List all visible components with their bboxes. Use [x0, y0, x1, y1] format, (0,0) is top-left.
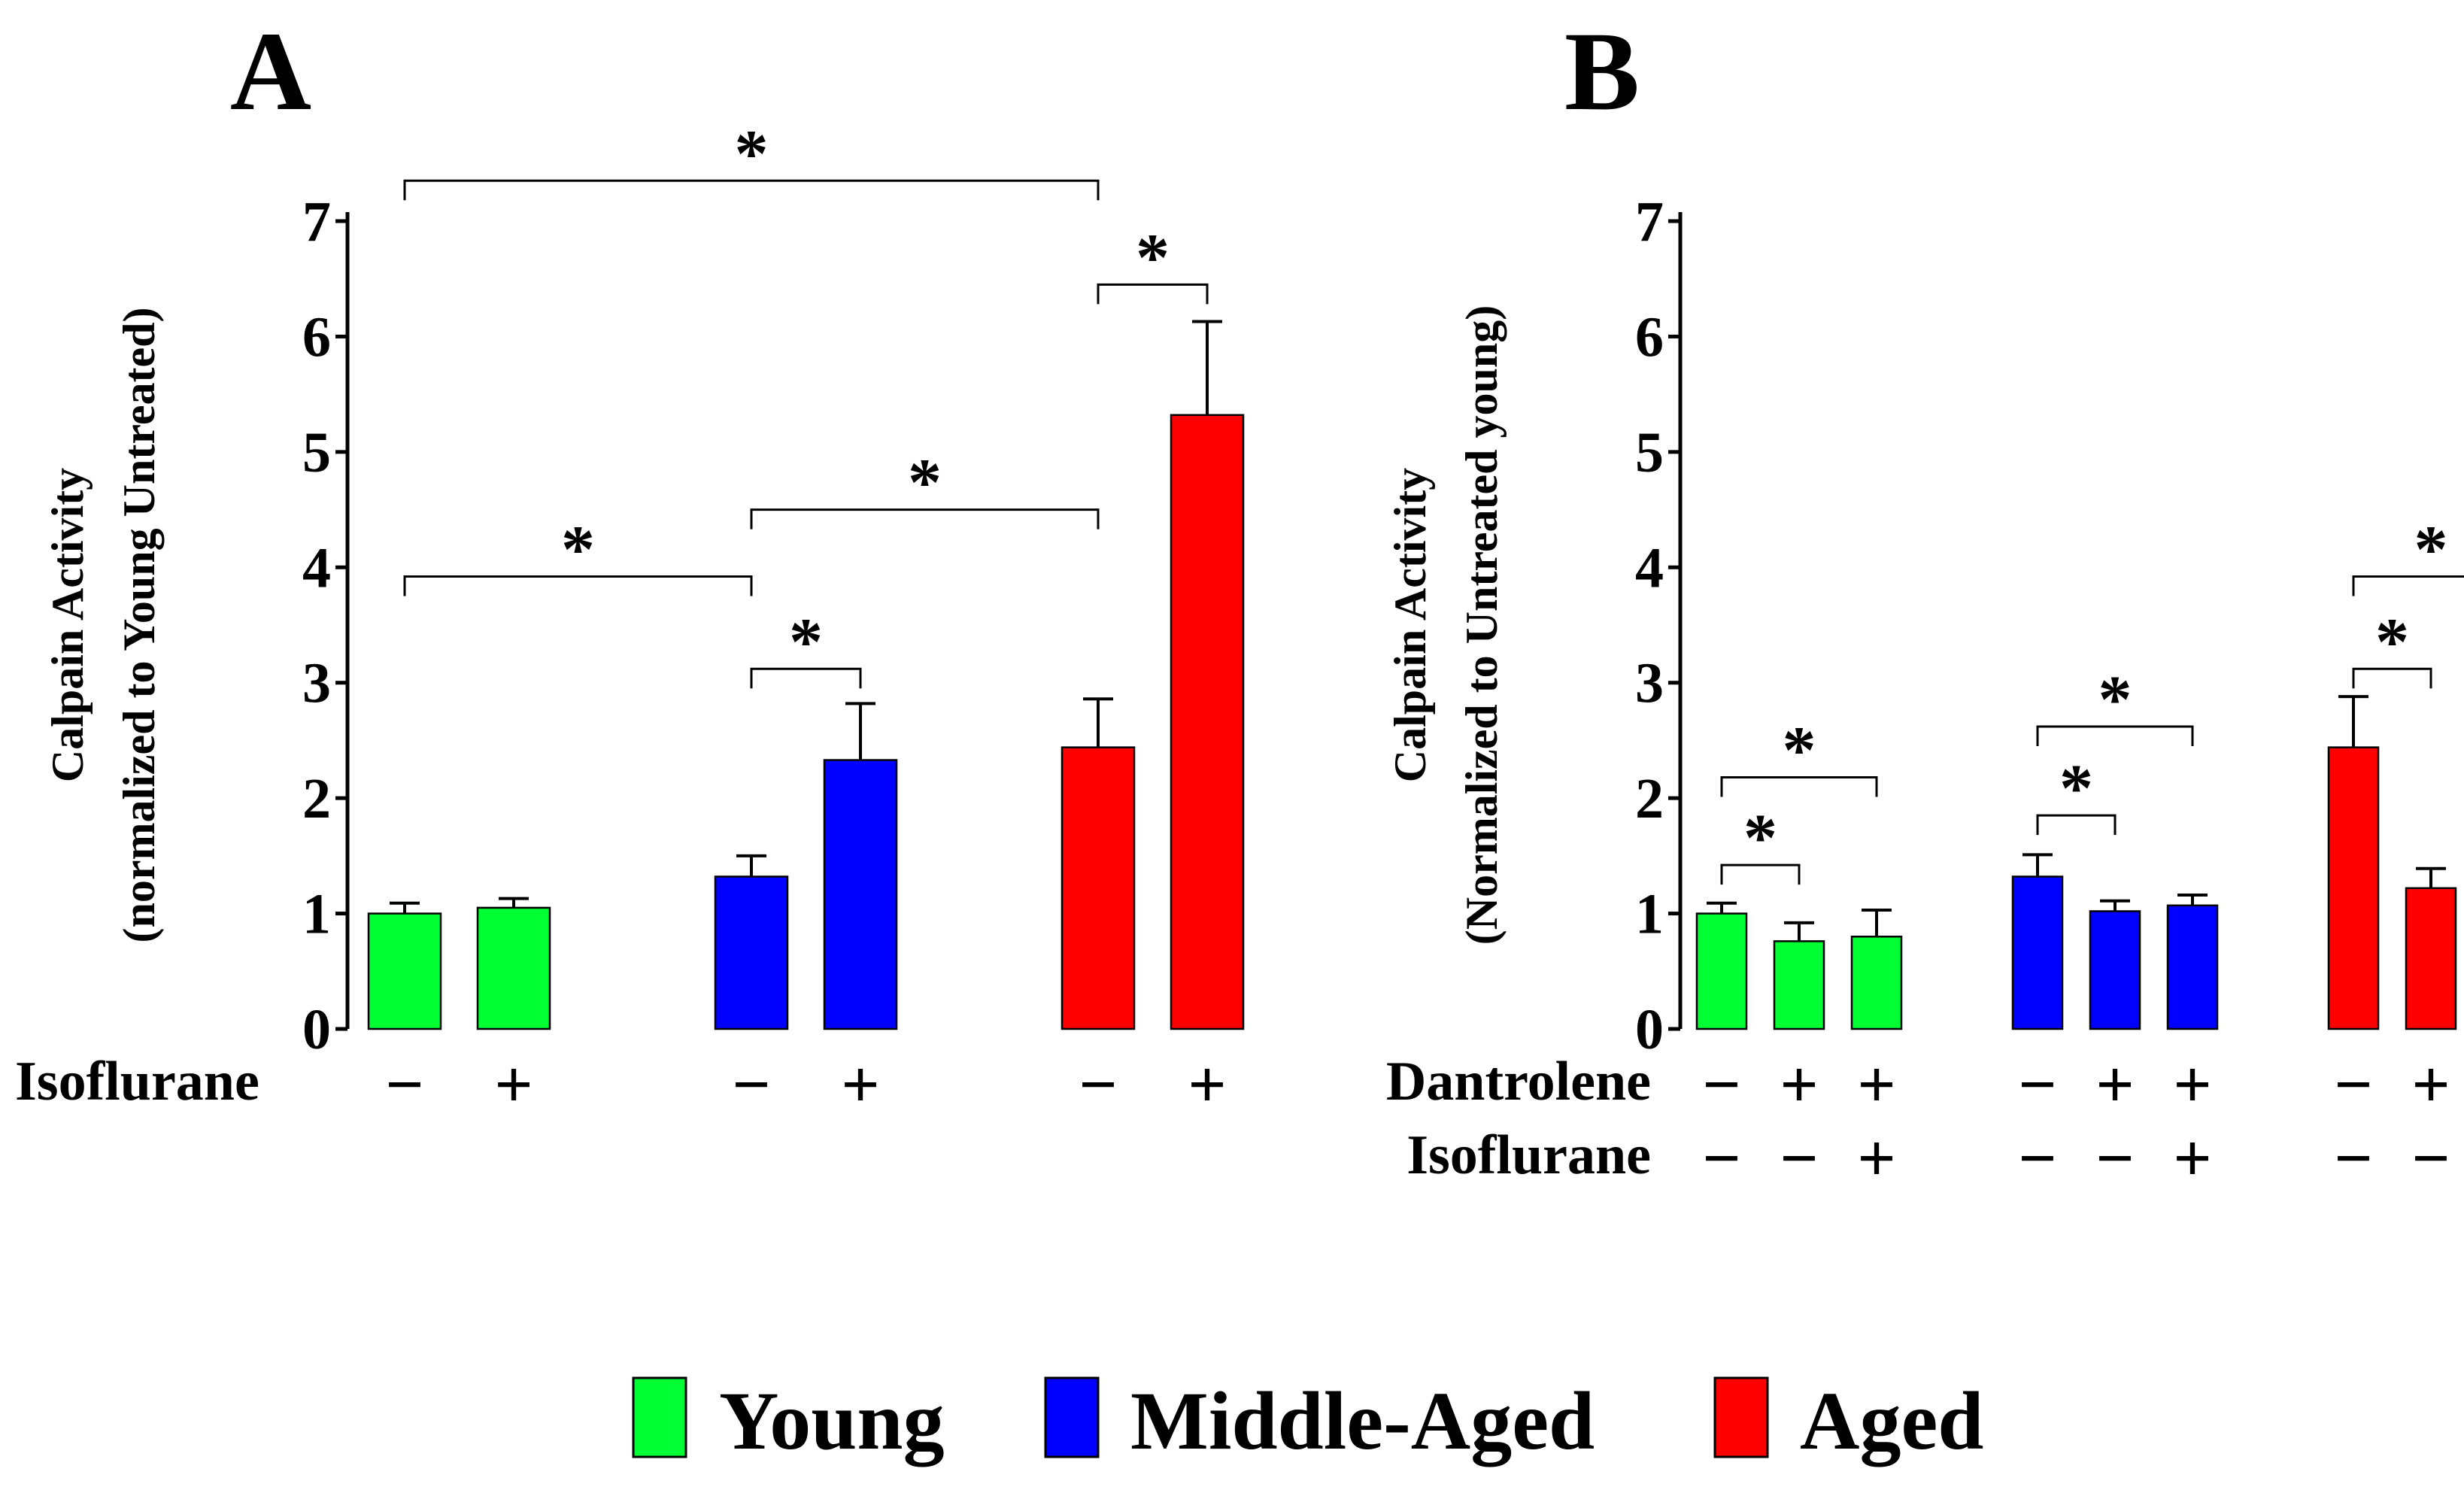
y-axis-label-line1: Calpain Activity: [1385, 468, 1435, 782]
condition-sign: +: [494, 1048, 533, 1122]
significance-bracket: [1097, 283, 1209, 305]
condition-sign: −: [2095, 1121, 2134, 1196]
significance-bracket: [2352, 575, 2464, 596]
y-tick-label: 3: [1635, 652, 1664, 715]
y-tick-label: 6: [302, 305, 331, 369]
y-tick-label: 7: [1635, 190, 1664, 253]
condition-sign: +: [2095, 1048, 2134, 1122]
bar-aged: [2405, 887, 2457, 1030]
significance-star: *: [735, 117, 769, 191]
condition-sign: +: [841, 1048, 879, 1122]
y-tick-label: 3: [302, 652, 331, 715]
bar-young: [1695, 912, 1748, 1030]
significance-bracket: [1720, 776, 1878, 797]
condition-sign: −: [2018, 1121, 2056, 1196]
condition-sign: −: [2334, 1048, 2372, 1122]
significance-bracket: [2036, 725, 2194, 747]
condition-label: Isoflurane: [15, 1051, 259, 1112]
y-tick-label: 0: [1635, 998, 1664, 1061]
condition-sign: −: [1702, 1048, 1740, 1122]
significance-star: *: [561, 513, 595, 587]
significance-bracket: [750, 667, 862, 689]
condition-sign: +: [1857, 1121, 1895, 1196]
significance-star: *: [908, 446, 942, 520]
legend-swatch-young: [632, 1376, 687, 1458]
condition-sign: +: [2411, 1048, 2450, 1122]
condition-sign: −: [2018, 1048, 2056, 1122]
bar-aged: [1061, 746, 1136, 1030]
condition-sign: +: [2173, 1048, 2211, 1122]
bar-middle: [823, 759, 898, 1030]
bar-young: [1850, 936, 1903, 1030]
condition-sign: −: [1702, 1121, 1740, 1196]
condition-sign: +: [1780, 1048, 1818, 1122]
condition-sign: −: [2334, 1121, 2372, 1196]
bar-middle: [714, 875, 789, 1030]
condition-label: Dantrolene: [1386, 1051, 1651, 1112]
legend-label-aged: Aged: [1800, 1375, 1983, 1467]
significance-star: *: [789, 605, 823, 679]
significance-star: *: [2098, 663, 2132, 737]
y-tick-label: 5: [1635, 421, 1664, 484]
bar-middle: [2011, 875, 2064, 1030]
condition-sign: −: [2411, 1121, 2450, 1196]
significance-star: *: [2414, 513, 2448, 587]
y-tick-label: 7: [302, 190, 331, 253]
bar-middle: [2166, 904, 2219, 1030]
condition-sign: −: [732, 1048, 770, 1122]
bar-aged: [2327, 746, 2380, 1030]
y-tick-label: 0: [302, 998, 331, 1061]
legend-label-young: Young: [719, 1375, 945, 1467]
panel-a: A 0 1 2 3 4 5 6 7 Calpain Activity (normalized to …: [15, 9, 1245, 1122]
condition-sign: −: [385, 1048, 423, 1122]
y-tick-label: 2: [302, 767, 331, 830]
bar-young: [476, 906, 551, 1030]
panel-b: B 0 1 2 3 4 5 6 7 Calpain Activity (Normalized to …: [1385, 9, 2464, 1196]
y-tick-label: 1: [302, 883, 331, 946]
significance-star: *: [2375, 605, 2409, 679]
condition-sign: +: [2173, 1121, 2211, 1196]
y-axis-label-line2: (Normalized to Untreated young): [1457, 305, 1507, 945]
legend-swatch-middle: [1044, 1376, 1100, 1458]
condition-sign: −: [1079, 1048, 1117, 1122]
y-axis-label-line1: Calpain Activity: [43, 468, 93, 782]
bar-young: [367, 912, 442, 1030]
significance-bracket: [403, 179, 1100, 201]
significance-bracket: [1720, 863, 1801, 885]
y-tick-label: 2: [1635, 767, 1664, 830]
bar-middle: [2089, 910, 2141, 1030]
y-axis-label-line2: (normalized to Young Untreated): [114, 308, 164, 943]
y-tick-label: 4: [1635, 536, 1664, 599]
significance-bracket: [2352, 667, 2432, 689]
y-tick-label: 5: [302, 421, 331, 484]
significance-star: *: [1136, 220, 1170, 295]
y-tick-label: 6: [1635, 305, 1664, 369]
y-tick-label: 4: [302, 536, 331, 599]
significance-star: *: [2059, 751, 2093, 826]
significance-bracket: [750, 508, 1100, 530]
panel-letter-a: A: [230, 9, 311, 134]
condition-sign: +: [1857, 1048, 1895, 1122]
significance-star: *: [1783, 714, 1816, 788]
legend: Young Middle-Aged Aged: [632, 1375, 1983, 1467]
y-tick-label: 1: [1635, 883, 1664, 946]
significance-bracket: [403, 575, 753, 596]
condition-sign: −: [1780, 1121, 1818, 1196]
panel-letter-b: B: [1564, 9, 1640, 134]
legend-label-middle: Middle-Aged: [1130, 1375, 1595, 1467]
condition-sign: +: [1188, 1048, 1226, 1122]
significance-star: *: [1743, 801, 1777, 875]
significance-bracket: [2036, 814, 2117, 836]
condition-label: Isoflurane: [1406, 1124, 1651, 1186]
legend-swatch-aged: [1713, 1376, 1769, 1458]
bar-young: [1773, 940, 1825, 1030]
bar-aged: [1170, 414, 1245, 1030]
